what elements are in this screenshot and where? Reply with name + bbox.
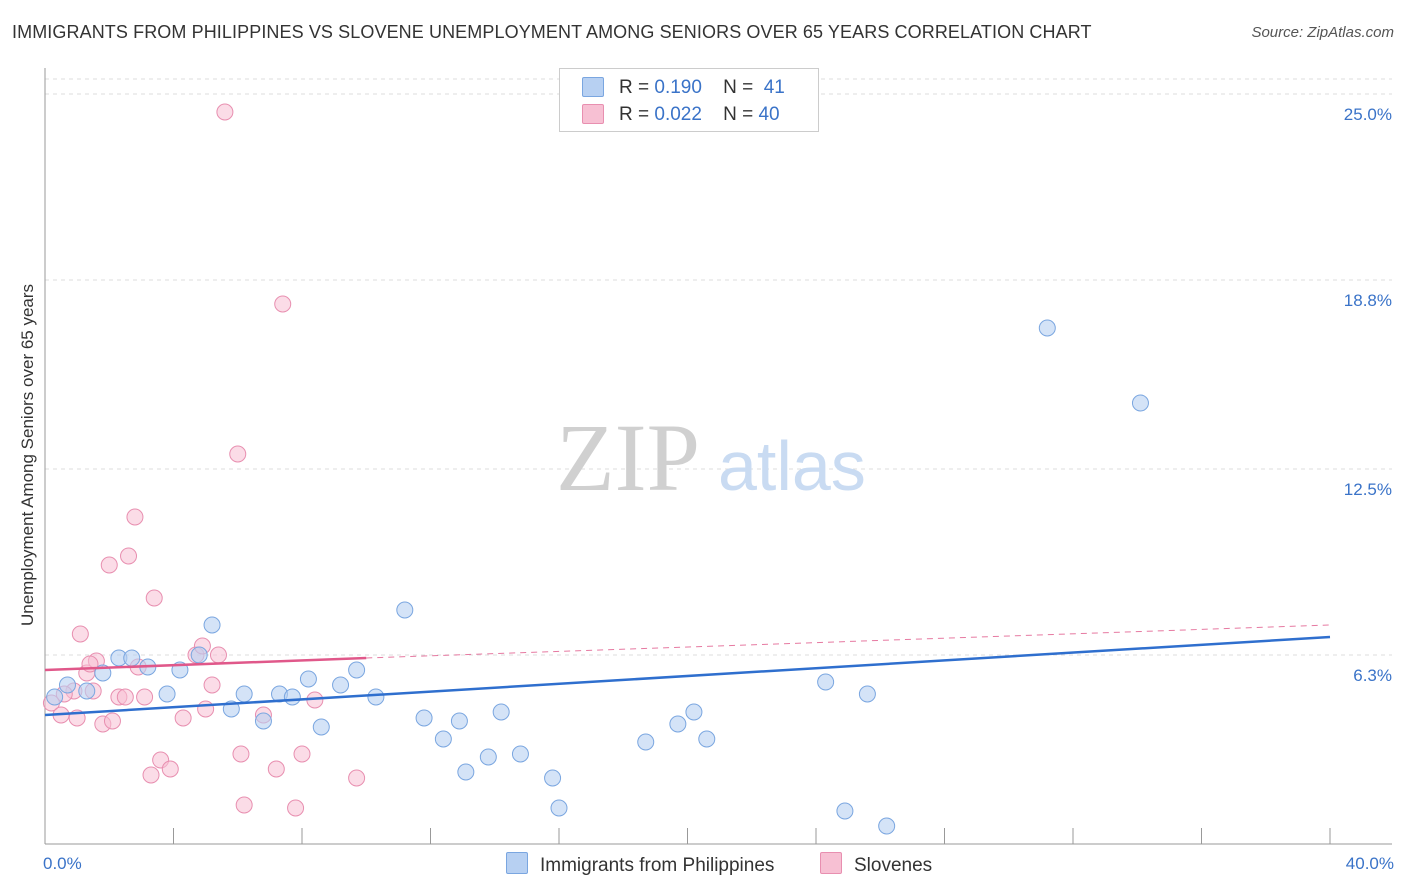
legend-r-value-1: 0.190	[654, 77, 702, 98]
data-point-philippines	[434, 730, 452, 748]
data-point-philippines	[1131, 394, 1149, 412]
data-point-slovenes	[145, 589, 163, 607]
trend-line-slovenes	[44, 656, 367, 672]
legend-n-value-2: 40	[758, 104, 780, 125]
data-point-slovenes	[267, 760, 285, 778]
legend-r-label-2: R =	[619, 104, 650, 125]
data-point-philippines	[1038, 319, 1056, 337]
data-point-philippines	[332, 676, 350, 694]
source-label: Source: ZipAtlas.com	[1251, 24, 1394, 41]
data-point-philippines	[312, 718, 330, 736]
data-point-slovenes	[229, 445, 247, 463]
data-point-philippines	[817, 673, 835, 691]
data-point-philippines	[415, 709, 433, 727]
tick-labels: 6.3% 12.5% 18.8% 25.0% 0.0% 40.0%	[43, 105, 1394, 873]
data-point-slovenes	[216, 103, 234, 121]
data-point-philippines	[698, 730, 716, 748]
data-point-philippines	[367, 688, 385, 706]
data-point-philippines	[123, 649, 141, 667]
data-point-philippines	[348, 661, 366, 679]
legend-swatch-blue	[582, 77, 604, 97]
data-point-slovenes	[120, 547, 138, 565]
data-point-philippines	[46, 688, 64, 706]
data-point-slovenes	[293, 745, 311, 763]
series-philippines-points	[46, 319, 1149, 835]
chart-title: IMMIGRANTS FROM PHILIPPINES VS SLOVENE U…	[12, 22, 1092, 42]
data-point-slovenes	[348, 769, 366, 787]
data-point-slovenes	[174, 709, 192, 727]
data-point-philippines	[457, 763, 475, 781]
x-tick-label-max: 40.0%	[1346, 854, 1394, 873]
data-point-philippines	[78, 682, 96, 700]
bottom-legend-swatch-pink	[820, 852, 842, 874]
data-point-slovenes	[136, 688, 154, 706]
data-point-slovenes	[232, 745, 250, 763]
data-point-philippines	[190, 646, 208, 664]
y-tick-label: 6.3%	[1353, 666, 1392, 685]
data-point-philippines	[283, 688, 301, 706]
bottom-legend-label-2: Slovenes	[854, 855, 933, 876]
bottom-legend-philippines: Immigrants from Philippines	[506, 852, 774, 877]
trend-line-philippines	[44, 635, 1331, 717]
legend-n-label-2: N =	[723, 104, 754, 125]
data-point-philippines	[254, 712, 272, 730]
data-point-philippines	[544, 769, 562, 787]
data-point-philippines	[669, 715, 687, 733]
watermark-zip: ZIP	[556, 404, 700, 511]
y-tick-label: 18.8%	[1344, 291, 1392, 310]
data-point-philippines	[479, 748, 497, 766]
data-point-philippines	[203, 616, 221, 634]
bottom-legend-label-1: Immigrants from Philippines	[540, 855, 775, 876]
data-point-philippines	[550, 799, 568, 817]
data-point-slovenes	[116, 688, 134, 706]
data-point-philippines	[235, 685, 253, 703]
correlation-legend: R = 0.190 N = 41 R = 0.022 N = 40	[559, 68, 819, 132]
legend-r-value-2: 0.022	[654, 104, 702, 125]
series-slovenes-points	[42, 103, 366, 817]
legend-n-label-1: N =	[723, 77, 754, 98]
watermark: ZIP atlas	[556, 404, 866, 511]
data-point-slovenes	[71, 625, 89, 643]
data-point-slovenes	[197, 700, 215, 718]
data-point-slovenes	[274, 295, 292, 313]
y-tick-label: 12.5%	[1344, 480, 1392, 499]
data-point-slovenes	[203, 676, 221, 694]
legend-swatch-pink	[582, 104, 604, 124]
trend-line-slovenes-extension	[366, 624, 1331, 659]
data-point-philippines	[878, 817, 896, 835]
data-point-slovenes	[161, 760, 179, 778]
data-point-slovenes	[100, 556, 118, 574]
bottom-legend-slovenes: Slovenes	[820, 852, 932, 877]
data-point-philippines	[299, 670, 317, 688]
grid-lines	[45, 78, 1392, 656]
data-point-slovenes	[209, 646, 227, 664]
data-point-philippines	[836, 802, 854, 820]
data-point-slovenes	[142, 766, 160, 784]
data-point-philippines	[158, 685, 176, 703]
data-point-philippines	[396, 601, 414, 619]
data-point-philippines	[58, 676, 76, 694]
data-point-slovenes	[287, 799, 305, 817]
x-tick-label-min: 0.0%	[43, 854, 82, 873]
data-point-philippines	[685, 703, 703, 721]
legend-r-label-1: R =	[619, 77, 650, 98]
trend-lines	[44, 624, 1331, 717]
bottom-legend-swatch-blue	[506, 852, 528, 874]
data-point-philippines	[511, 745, 529, 763]
data-point-philippines	[637, 733, 655, 751]
data-point-philippines	[858, 685, 876, 703]
data-point-slovenes	[235, 796, 253, 814]
legend-n-value-1: 41	[763, 77, 785, 98]
data-point-philippines	[450, 712, 468, 730]
y-tick-label: 25.0%	[1344, 105, 1392, 124]
data-point-philippines	[492, 703, 510, 721]
data-point-slovenes	[103, 712, 121, 730]
watermark-atlas: atlas	[718, 427, 866, 505]
data-point-slovenes	[126, 508, 144, 526]
